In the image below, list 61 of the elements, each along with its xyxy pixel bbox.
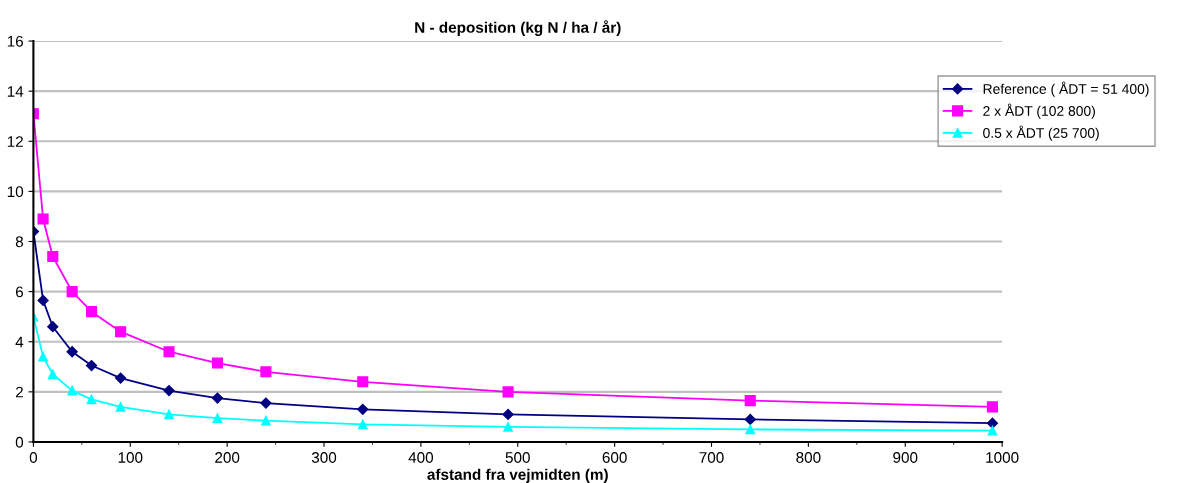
x-axis-title: afstand fra vejmidten (m) [427, 468, 608, 483]
y-tick-label: 8 [15, 236, 24, 248]
x-tick-label: 800 [796, 452, 821, 463]
point [85, 359, 98, 372]
point [66, 346, 78, 358]
point [212, 413, 223, 424]
x-tick-label: 400 [408, 452, 434, 463]
point [37, 294, 49, 306]
point [47, 369, 58, 380]
point [66, 286, 78, 298]
point [260, 366, 272, 378]
point [357, 419, 368, 430]
x-tick-label: 600 [602, 452, 627, 463]
point [211, 392, 224, 404]
y-tick-label: 2 [15, 386, 23, 398]
x-tick-label: 900 [893, 452, 918, 463]
point [744, 395, 756, 407]
y-tick-label: 14 [7, 86, 24, 97]
point [260, 397, 272, 409]
point [502, 386, 514, 398]
point [986, 401, 998, 413]
y-tick-label: 0 [15, 436, 24, 448]
point [986, 417, 999, 429]
point [114, 372, 127, 384]
point [164, 409, 174, 420]
y-tick-label: 6 [15, 286, 24, 298]
point [357, 403, 369, 415]
y-tick-label: 10 [7, 186, 24, 198]
point [47, 321, 59, 333]
point [163, 346, 175, 358]
x-tick-label: 500 [505, 452, 530, 463]
point [85, 306, 98, 318]
point [261, 415, 271, 426]
point [502, 408, 514, 420]
legend-label: 2 x ÅDT (102 800) [983, 103, 1095, 119]
x-tick-label: 0 [29, 452, 38, 463]
point [38, 351, 48, 362]
y-tick-label: 12 [7, 136, 23, 147]
point [987, 425, 998, 436]
y-tick-label: 16 [7, 35, 24, 47]
x-tick-label: 700 [699, 452, 724, 463]
point [47, 250, 59, 263]
chart-title: N - deposition (kg N / ha / år) [415, 20, 621, 36]
point [745, 424, 756, 435]
point [115, 326, 127, 338]
point [86, 394, 97, 405]
point [163, 384, 175, 397]
point [211, 357, 224, 369]
y-tick-label: 4 [15, 336, 24, 348]
x-tick-label: 300 [311, 452, 337, 463]
point [503, 422, 513, 432]
point [37, 213, 49, 225]
legend-label: 0.5 x ÅDT (25 700) [983, 125, 1099, 141]
point [115, 402, 126, 412]
point [67, 385, 78, 396]
point [357, 376, 369, 388]
point [744, 413, 756, 425]
x-tick-label: 100 [118, 452, 143, 463]
legend-label: Reference ( ÅDT = 51 400) [983, 81, 1149, 97]
x-tick-label: 200 [215, 452, 240, 463]
x-tick-label: 1000 [986, 452, 1019, 463]
